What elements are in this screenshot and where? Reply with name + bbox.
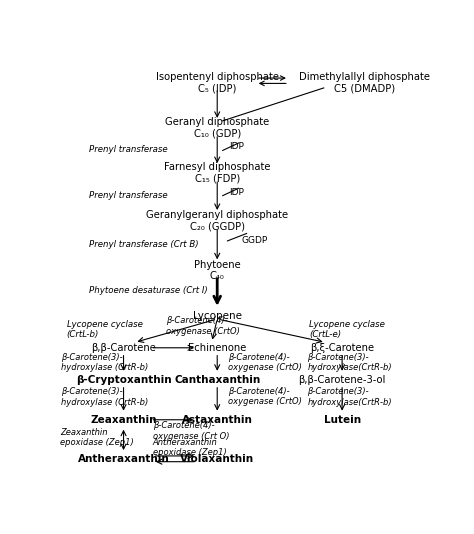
Text: Lycopene cyclase
(CrtL-b): Lycopene cyclase (CrtL-b) xyxy=(66,319,143,339)
Text: β-Carotene(4)-
oxygenase (CrtO): β-Carotene(4)- oxygenase (CrtO) xyxy=(228,353,302,372)
Text: β-Carotene(3)-
hydroxylase(CrtR-b): β-Carotene(3)- hydroxylase(CrtR-b) xyxy=(307,388,392,407)
Text: Dimethylallyl diphosphate
C5 (DMADP): Dimethylallyl diphosphate C5 (DMADP) xyxy=(299,72,429,93)
Text: β,β-Carotene-3-ol: β,β-Carotene-3-ol xyxy=(299,375,386,385)
Text: Violaxanthin: Violaxanthin xyxy=(180,454,254,464)
Text: Phytoene
C₄₀: Phytoene C₄₀ xyxy=(194,260,241,281)
Text: IDP: IDP xyxy=(229,188,244,197)
Text: β-Carotene(3)-
hydroxylase (CrtR-b): β-Carotene(3)- hydroxylase (CrtR-b) xyxy=(61,353,148,372)
Text: β-Carotene(4)-
oxygenase (Crt O): β-Carotene(4)- oxygenase (Crt O) xyxy=(153,421,229,441)
Text: Geranylgeranyl diphosphate
C₂₀ (GGDP): Geranylgeranyl diphosphate C₂₀ (GGDP) xyxy=(146,210,288,232)
Text: β,ξ-Carotene: β,ξ-Carotene xyxy=(310,343,374,353)
Text: β-Carotene(4)-
oxygenase (CrtO): β-Carotene(4)- oxygenase (CrtO) xyxy=(228,387,302,406)
Text: Astaxanthin: Astaxanthin xyxy=(182,415,253,425)
Text: IDP: IDP xyxy=(229,142,244,151)
Text: β-Cryptoxanthin: β-Cryptoxanthin xyxy=(76,375,171,385)
Text: Antheraxanthin
epoxidase (Zep1): Antheraxanthin epoxidase (Zep1) xyxy=(153,437,227,457)
Text: Farnesyl diphosphate
C₁₅ (FDP): Farnesyl diphosphate C₁₅ (FDP) xyxy=(164,162,271,184)
Text: Geranyl diphosphate
C₁₀ (GDP): Geranyl diphosphate C₁₀ (GDP) xyxy=(165,117,269,139)
Text: Lutein: Lutein xyxy=(324,415,361,425)
Text: Prenyl transferase (Crt B): Prenyl transferase (Crt B) xyxy=(89,240,198,249)
Text: Antheraxanthin: Antheraxanthin xyxy=(78,454,169,464)
Text: Lycopene: Lycopene xyxy=(193,311,242,321)
Text: Canthaxanthin: Canthaxanthin xyxy=(174,375,260,385)
Text: Isopentenyl diphosphate
C₅ (IDP): Isopentenyl diphosphate C₅ (IDP) xyxy=(156,72,279,93)
Text: Lycopene cyclase
(CrtL-e): Lycopene cyclase (CrtL-e) xyxy=(309,319,385,339)
Text: β-Carotene(3)-
hydroxylase(CrtR-b): β-Carotene(3)- hydroxylase(CrtR-b) xyxy=(307,353,392,372)
Text: Zeaxanthin
epoxidase (Zep1): Zeaxanthin epoxidase (Zep1) xyxy=(60,428,134,447)
Text: Prenyl transferase: Prenyl transferase xyxy=(89,191,167,200)
Text: Phytoene desaturase (Crt I): Phytoene desaturase (Crt I) xyxy=(89,286,208,295)
Text: β-Carotene(4)-
oxygenase (CrtO): β-Carotene(4)- oxygenase (CrtO) xyxy=(166,316,240,336)
Text: Prenyl transferase: Prenyl transferase xyxy=(89,145,167,154)
Text: GGDP: GGDP xyxy=(241,235,267,245)
Text: Zeaxanthin: Zeaxanthin xyxy=(90,415,157,425)
Text: β,β-Carotene: β,β-Carotene xyxy=(91,343,156,353)
Text: Echinenone: Echinenone xyxy=(188,343,246,353)
Text: β-Carotene(3)-
hydroxylase (CrtR-b): β-Carotene(3)- hydroxylase (CrtR-b) xyxy=(61,388,148,407)
